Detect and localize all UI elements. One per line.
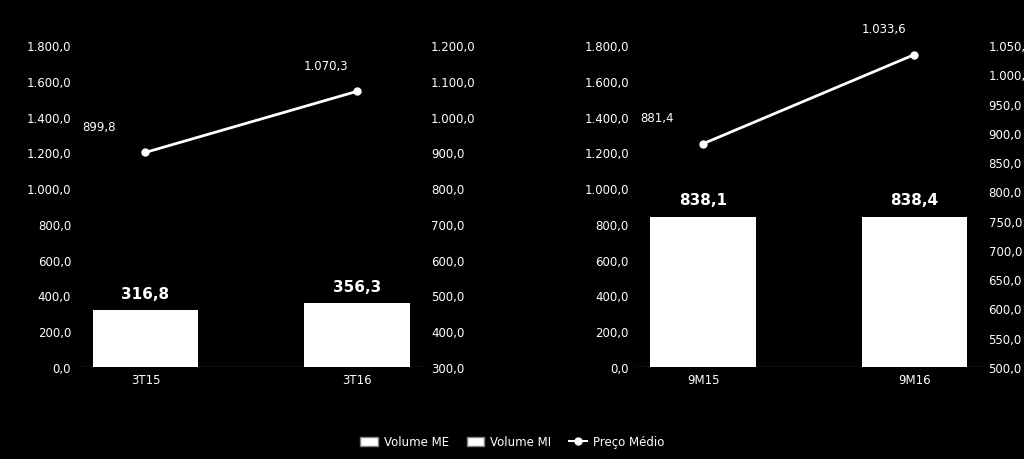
Bar	[304, 303, 410, 367]
Text: 1.070,3: 1.070,3	[304, 60, 348, 73]
Text: 23,3: 23,3	[344, 308, 370, 321]
Text: 356,3: 356,3	[333, 279, 381, 294]
Text: 838,4: 838,4	[890, 193, 938, 208]
Text: 72,3: 72,3	[901, 222, 928, 235]
Text: 28,0: 28,0	[132, 315, 159, 328]
Text: 1.033,6: 1.033,6	[861, 23, 906, 36]
Text: 316,8: 316,8	[122, 286, 170, 301]
Bar	[861, 218, 968, 367]
Bar	[92, 311, 199, 367]
Legend: Volume ME, Volume MI, Preço Médio: Volume ME, Volume MI, Preço Médio	[355, 431, 669, 453]
Text: 838,1: 838,1	[679, 193, 727, 208]
Text: 881,4: 881,4	[640, 112, 673, 125]
Text: 69,0: 69,0	[690, 222, 716, 235]
Bar	[650, 218, 756, 367]
Text: 899,8: 899,8	[82, 121, 116, 134]
